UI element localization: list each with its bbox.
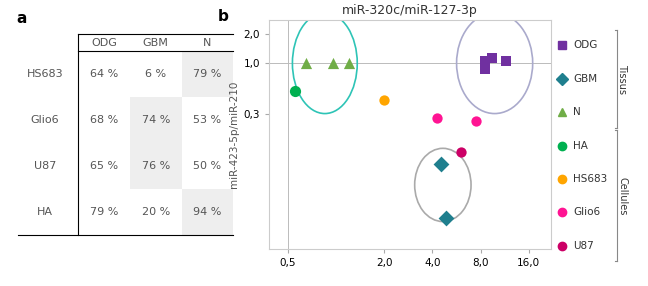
Point [441, 216, 452, 220]
Text: HS683: HS683 [27, 69, 63, 79]
Point [487, 56, 498, 61]
Text: HA: HA [573, 141, 588, 150]
Text: 6 %: 6 % [145, 69, 167, 79]
Point [343, 61, 354, 65]
Y-axis label: miR-423-5p/miR-210: miR-423-5p/miR-210 [229, 81, 239, 188]
Text: 68 %: 68 % [90, 115, 119, 125]
Bar [130, 143, 181, 189]
Text: GBM: GBM [573, 74, 597, 84]
Text: N: N [203, 38, 211, 48]
Text: 79 %: 79 % [193, 69, 222, 79]
Text: b: b [218, 9, 229, 23]
Text: N: N [573, 107, 581, 117]
Text: HA: HA [37, 207, 53, 217]
Point [301, 61, 312, 65]
Text: 65 %: 65 % [90, 161, 118, 171]
Text: 74 %: 74 % [141, 115, 170, 125]
Text: 64 %: 64 % [90, 69, 119, 79]
Point [471, 119, 481, 124]
Point [480, 59, 490, 63]
Text: 76 %: 76 % [142, 161, 170, 171]
Text: Cellules: Cellules [617, 176, 627, 215]
Point [435, 162, 446, 166]
Text: 79 %: 79 % [90, 207, 119, 217]
Point [432, 116, 443, 120]
Text: 53 %: 53 % [193, 115, 222, 125]
Bar [130, 97, 181, 143]
Text: HS683: HS683 [573, 174, 608, 184]
Text: 50 %: 50 % [193, 161, 222, 171]
Text: ODG: ODG [91, 38, 117, 48]
Text: U87: U87 [34, 161, 56, 171]
Text: ODG: ODG [573, 40, 598, 50]
Bar [181, 51, 233, 97]
Point [500, 59, 511, 63]
Point [327, 61, 338, 65]
Point [290, 88, 300, 93]
Text: U87: U87 [573, 241, 594, 251]
Text: 94 %: 94 % [193, 207, 222, 217]
Bar [181, 189, 233, 235]
Text: GBM: GBM [143, 38, 168, 48]
Text: 20 %: 20 % [142, 207, 170, 217]
Text: Tissus: Tissus [617, 64, 627, 94]
Point [480, 66, 490, 71]
Text: Glio6: Glio6 [30, 115, 59, 125]
Text: Glio6: Glio6 [573, 208, 601, 217]
Point [379, 97, 389, 102]
Point [456, 150, 466, 154]
Text: a: a [16, 11, 27, 26]
Title: miR-320c/miR-127-3p: miR-320c/miR-127-3p [342, 5, 478, 17]
